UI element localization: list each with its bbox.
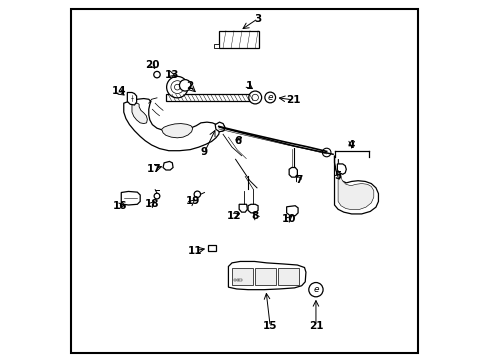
Polygon shape	[337, 164, 346, 174]
Circle shape	[153, 71, 160, 78]
Text: 21: 21	[308, 321, 323, 332]
Circle shape	[166, 76, 188, 98]
Text: 7: 7	[294, 175, 302, 185]
Text: 21: 21	[286, 95, 301, 105]
Text: 17: 17	[147, 163, 162, 174]
Polygon shape	[337, 159, 373, 210]
Text: 12: 12	[227, 211, 241, 221]
Circle shape	[248, 91, 261, 104]
Text: 20: 20	[145, 60, 159, 70]
Polygon shape	[123, 99, 219, 151]
Polygon shape	[121, 192, 140, 205]
Text: 19: 19	[185, 197, 200, 206]
Circle shape	[179, 80, 190, 91]
Text: 10: 10	[281, 213, 296, 224]
Polygon shape	[215, 122, 224, 132]
Bar	[278, 267, 299, 285]
Polygon shape	[127, 93, 136, 105]
Polygon shape	[162, 123, 192, 138]
Circle shape	[194, 191, 200, 198]
Polygon shape	[214, 44, 219, 48]
Circle shape	[154, 193, 160, 199]
Text: 2: 2	[185, 81, 193, 91]
Bar	[219, 31, 258, 48]
Text: 14: 14	[111, 86, 126, 96]
Polygon shape	[239, 204, 247, 212]
Text: 4: 4	[347, 140, 355, 150]
Text: 3: 3	[254, 14, 261, 23]
Bar	[207, 245, 216, 251]
Bar	[233, 279, 235, 281]
Polygon shape	[334, 156, 378, 214]
Text: 16: 16	[113, 201, 127, 211]
Bar	[239, 279, 241, 281]
Polygon shape	[288, 167, 297, 177]
Text: 9: 9	[201, 147, 207, 157]
Polygon shape	[286, 206, 298, 216]
Circle shape	[171, 81, 183, 94]
Text: 18: 18	[144, 199, 159, 209]
Polygon shape	[163, 161, 173, 170]
Text: 6: 6	[234, 136, 241, 147]
Text: 11: 11	[187, 246, 202, 256]
Bar	[255, 267, 275, 285]
Bar	[165, 94, 251, 101]
Circle shape	[308, 283, 323, 297]
Circle shape	[174, 84, 180, 90]
Circle shape	[217, 124, 224, 131]
Text: 5: 5	[334, 171, 341, 181]
Polygon shape	[247, 204, 258, 213]
Text: e: e	[267, 93, 272, 102]
Polygon shape	[132, 103, 147, 123]
Bar	[231, 267, 252, 285]
Circle shape	[264, 92, 275, 103]
Text: 15: 15	[263, 321, 277, 332]
Bar	[236, 279, 238, 281]
Polygon shape	[228, 261, 305, 290]
Circle shape	[251, 94, 258, 101]
Text: 1: 1	[245, 81, 253, 91]
Text: 13: 13	[165, 69, 179, 80]
Text: 8: 8	[251, 211, 258, 221]
Text: e: e	[312, 285, 318, 294]
Circle shape	[322, 148, 330, 157]
